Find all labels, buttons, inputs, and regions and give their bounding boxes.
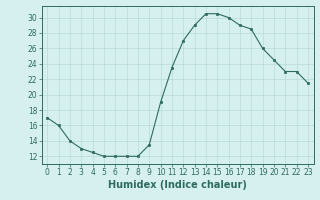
X-axis label: Humidex (Indice chaleur): Humidex (Indice chaleur) (108, 180, 247, 190)
